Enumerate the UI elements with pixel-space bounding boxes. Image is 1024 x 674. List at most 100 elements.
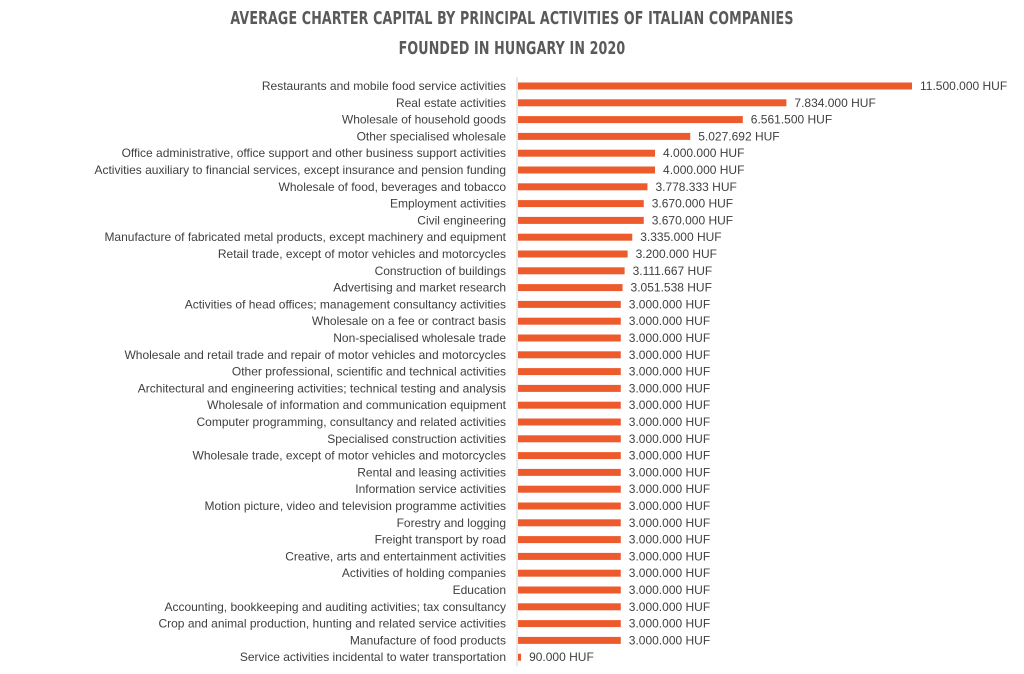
category-label: Education: [453, 583, 506, 597]
bar: [518, 468, 621, 476]
bar: [518, 552, 621, 560]
category-label: Rental and leasing activities: [357, 465, 506, 479]
category-label: Computer programming, consultancy and re…: [197, 415, 506, 429]
data-label: 3.000.000 HUF: [629, 617, 710, 631]
data-label: 3.000.000 HUF: [629, 583, 710, 597]
category-label: Activities of holding companies: [342, 566, 506, 580]
bar: [518, 452, 621, 460]
data-label: 3.670.000 HUF: [652, 197, 733, 211]
category-label: Specialised construction activities: [327, 432, 506, 446]
bar: [518, 536, 621, 544]
data-label: 3.000.000 HUF: [629, 415, 710, 429]
data-label: 6.561.500 HUF: [751, 113, 832, 127]
category-label: Creative, arts and entertainment activit…: [285, 549, 506, 563]
bar: [518, 620, 621, 628]
data-label: 5.027.692 HUF: [698, 129, 779, 143]
category-label: Wholesale of food, beverages and tobacco: [279, 180, 507, 194]
category-label: Information service activities: [355, 482, 506, 496]
data-label: 3.000.000 HUF: [629, 331, 710, 345]
category-label: Wholesale of information and communicati…: [207, 398, 506, 412]
bar: [518, 502, 621, 510]
bar: [518, 636, 621, 644]
category-label: Freight transport by road: [375, 533, 506, 547]
bar: [518, 99, 787, 107]
category-label: Advertising and market research: [333, 281, 506, 295]
bar: [518, 519, 621, 527]
category-label: Activities of head offices; management c…: [185, 297, 506, 311]
data-label: 3.000.000 HUF: [629, 348, 710, 362]
data-label: 90.000 HUF: [529, 650, 594, 664]
data-label: 3.000.000 HUF: [629, 516, 710, 530]
category-label: Civil engineering: [417, 213, 506, 227]
category-label: Architectural and engineering activities…: [138, 381, 506, 395]
category-label: Wholesale trade, except of motor vehicle…: [193, 449, 506, 463]
data-label: 3.000.000 HUF: [629, 465, 710, 479]
data-label: 3.000.000 HUF: [629, 533, 710, 547]
category-label: Motion picture, video and television pro…: [205, 499, 506, 513]
data-label: 3.778.333 HUF: [655, 180, 736, 194]
bar: [518, 317, 621, 325]
data-label: 3.000.000 HUF: [629, 549, 710, 563]
data-label: 3.000.000 HUF: [629, 297, 710, 311]
bar: [518, 284, 623, 292]
bar: [518, 418, 621, 426]
bar: [518, 368, 621, 376]
data-label: 4.000.000 HUF: [663, 146, 744, 160]
data-label: 3.000.000 HUF: [629, 566, 710, 580]
category-label: Wholesale and retail trade and repair of…: [124, 348, 506, 362]
category-label: Office administrative, office support an…: [122, 146, 506, 160]
bar: [518, 149, 656, 157]
category-label: Other specialised wholesale: [357, 129, 507, 143]
category-label: Forestry and logging: [397, 516, 506, 530]
data-label: 3.000.000 HUF: [629, 482, 710, 496]
bar: [518, 250, 628, 258]
bar: [518, 116, 743, 124]
category-label: Real estate activities: [396, 96, 506, 110]
bar: [518, 200, 644, 208]
bar: [518, 435, 621, 443]
data-label: 3.670.000 HUF: [652, 213, 733, 227]
data-label: 3.000.000 HUF: [629, 600, 710, 614]
category-label: Wholesale on a fee or contract basis: [312, 314, 506, 328]
category-label: Employment activities: [390, 197, 506, 211]
bar: [518, 267, 625, 275]
data-label: 3.000.000 HUF: [629, 432, 710, 446]
category-label: Non-specialised wholesale trade: [333, 331, 506, 345]
bar: [518, 653, 522, 661]
category-label: Manufacture of fabricated metal products…: [104, 230, 506, 244]
category-label: Activities auxiliary to financial servic…: [94, 163, 506, 177]
bar: [518, 132, 691, 140]
chart-title-line-2: FOUNDED IN HUNGARY IN 2020: [398, 38, 626, 59]
category-label: Accounting, bookkeeping and auditing act…: [164, 600, 506, 614]
bar: [518, 603, 621, 611]
data-label: 7.834.000 HUF: [794, 96, 875, 110]
data-label: 3.335.000 HUF: [640, 230, 721, 244]
bar: [518, 183, 648, 191]
bar: [518, 216, 644, 224]
bar: [518, 485, 621, 493]
category-label: Crop and animal production, hunting and …: [158, 617, 506, 631]
bar: [518, 351, 621, 359]
category-label: Manufacture of food products: [350, 633, 506, 647]
chart-title-line-1: AVERAGE CHARTER CAPITAL BY PRINCIPAL ACT…: [230, 8, 794, 29]
bar: [518, 166, 656, 174]
category-label: Service activities incidental to water t…: [240, 650, 506, 664]
data-label: 3.000.000 HUF: [629, 449, 710, 463]
category-label: Restaurants and mobile food service acti…: [262, 79, 506, 93]
data-label: 3.200.000 HUF: [636, 247, 717, 261]
bar: [518, 569, 621, 577]
data-label: 3.111.667 HUF: [633, 264, 713, 278]
data-label: 3.000.000 HUF: [629, 499, 710, 513]
category-label: Retail trade, except of motor vehicles a…: [218, 247, 506, 261]
data-label: 3.051.538 HUF: [631, 281, 712, 295]
bar: [518, 334, 621, 342]
bar: [518, 401, 621, 409]
data-label: 3.000.000 HUF: [629, 365, 710, 379]
data-label: 3.000.000 HUF: [629, 633, 710, 647]
data-label: 3.000.000 HUF: [629, 314, 710, 328]
data-label: 3.000.000 HUF: [629, 398, 710, 412]
bar: [518, 300, 621, 308]
data-label: 3.000.000 HUF: [629, 381, 710, 395]
bar: [518, 82, 912, 90]
